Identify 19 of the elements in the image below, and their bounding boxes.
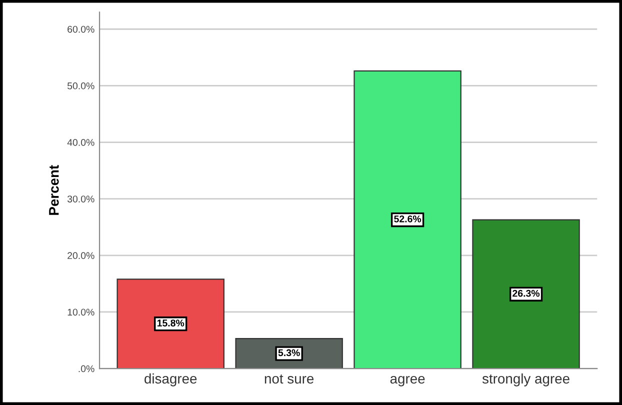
y-tick-label: 60.0%: [68, 26, 94, 33]
bar: [354, 70, 462, 369]
y-tick-label: .0%: [78, 365, 94, 372]
y-tick-label: 50.0%: [67, 82, 94, 90]
data-label: 26.3%: [512, 290, 540, 297]
y-tick-label: 30.0%: [67, 196, 94, 202]
y-tick-label: 40.0%: [67, 139, 94, 146]
bar: [116, 278, 224, 369]
x-tick-label: disagree: [144, 373, 197, 386]
bar: [472, 219, 580, 369]
data-label: 15.8%: [157, 320, 184, 326]
y-tick-label: 10.0%: [68, 308, 94, 316]
x-tick-label: not sure: [264, 374, 314, 384]
data-label: 52.6%: [394, 215, 422, 222]
data-label: 5.3%: [278, 349, 300, 356]
x-tick-label: agree: [390, 376, 425, 386]
x-tick-label: strongly agree: [482, 373, 570, 386]
y-axis-title: Percent: [49, 165, 59, 215]
y-tick-label: 20.0%: [68, 252, 94, 260]
